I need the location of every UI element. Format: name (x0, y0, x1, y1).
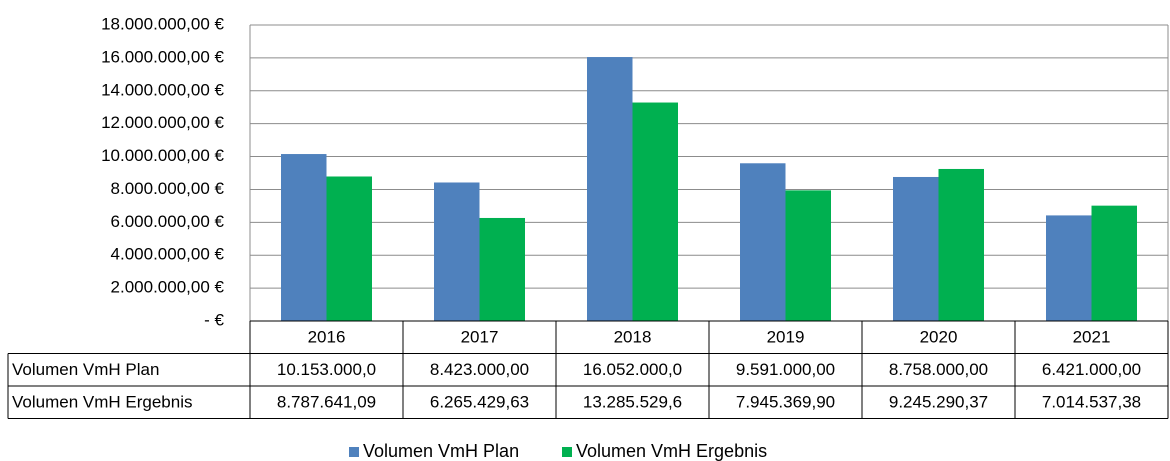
data-label: 8.787.641,09 (277, 393, 376, 412)
legend-label: Volumen VmH Ergebnis (576, 441, 767, 461)
y-tick-label: 6.000.000,00 € (111, 212, 225, 231)
y-tick-label: 16.000.000,00 € (101, 47, 224, 66)
bar (785, 190, 831, 321)
data-label: 10.153.000,0 (277, 360, 376, 379)
y-tick-label: 4.000.000,00 € (111, 245, 225, 264)
x-tick-label: 2018 (614, 328, 652, 347)
legend-swatch (562, 447, 572, 457)
bar (1046, 215, 1092, 321)
y-tick-label: - € (204, 310, 224, 329)
data-label: 13.285.529,6 (583, 393, 682, 412)
y-tick-label: 8.000.000,00 € (111, 179, 225, 198)
data-label: 7.945.369,90 (736, 393, 835, 412)
data-label: 8.423.000,00 (430, 360, 529, 379)
bar (893, 176, 939, 321)
bar (281, 154, 327, 321)
x-tick-label: 2017 (461, 328, 499, 347)
bar (938, 168, 984, 321)
y-tick-label: 14.000.000,00 € (101, 80, 224, 99)
x-tick-label: 2021 (1073, 328, 1111, 347)
data-label: 9.591.000,00 (736, 360, 835, 379)
x-tick-label: 2019 (767, 328, 805, 347)
data-label: 6.265.429,63 (430, 393, 529, 412)
bar (479, 217, 525, 321)
y-tick-label: 18.000.000,00 € (101, 14, 224, 33)
table-row-label: Volumen VmH Plan (12, 360, 159, 379)
legend-swatch (349, 447, 359, 457)
bar (740, 163, 786, 321)
table-row-label: Volumen VmH Ergebnis (12, 393, 192, 412)
x-tick-label: 2020 (920, 328, 958, 347)
legend-label: Volumen VmH Plan (363, 441, 519, 461)
y-tick-label: 2.000.000,00 € (111, 278, 225, 297)
data-label: 8.758.000,00 (889, 360, 988, 379)
y-tick-label: 12.000.000,00 € (101, 113, 224, 132)
bar (1091, 205, 1137, 321)
bar (434, 182, 480, 321)
data-label: 7.014.537,38 (1042, 393, 1141, 412)
data-label: 9.245.290,37 (889, 393, 988, 412)
data-label: 6.421.000,00 (1042, 360, 1141, 379)
bar (632, 102, 678, 321)
bar (326, 176, 372, 321)
data-label: 16.052.000,0 (583, 360, 682, 379)
y-tick-label: 10.000.000,00 € (101, 146, 224, 165)
x-tick-label: 2016 (308, 328, 346, 347)
bar (587, 57, 633, 321)
